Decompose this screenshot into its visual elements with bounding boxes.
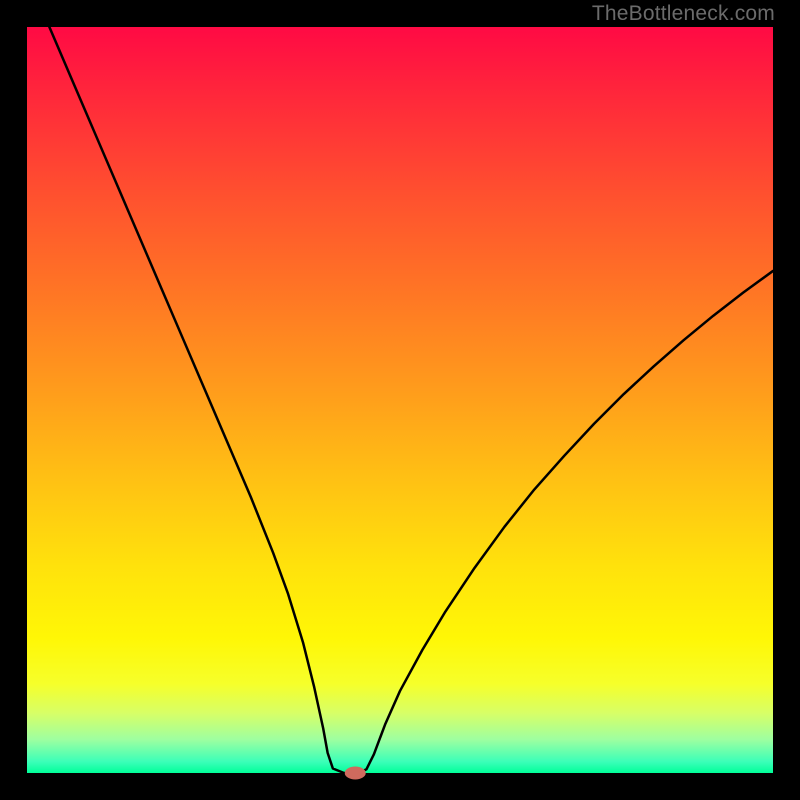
optimum-marker <box>345 767 365 779</box>
plot-background <box>27 27 773 773</box>
bottleneck-plot <box>0 0 800 800</box>
stage: TheBottleneck.com <box>0 0 800 800</box>
